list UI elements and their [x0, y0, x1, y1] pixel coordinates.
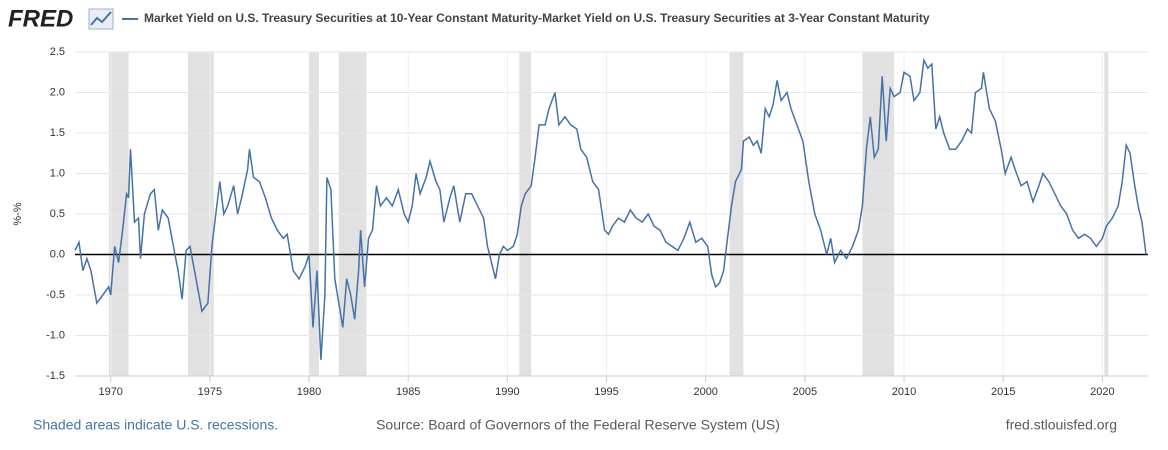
- x-tick-label: 1995: [594, 386, 618, 398]
- x-tick-label: 1985: [396, 386, 420, 398]
- footer-url: fred.stlouisfed.org: [1006, 417, 1117, 433]
- x-tick-label: 2005: [793, 386, 817, 398]
- x-tick-label: 2000: [693, 386, 717, 398]
- y-tick-label: -0.5: [46, 289, 65, 301]
- x-tick-label: 1980: [297, 386, 321, 398]
- y-tick-label: 1.0: [50, 167, 65, 179]
- y-tick-label: 0.0: [50, 248, 65, 260]
- legend-label: Market Yield on U.S. Treasury Securities…: [144, 11, 930, 25]
- y-axis-label: %-%: [12, 202, 24, 225]
- x-tick-label: 2015: [991, 386, 1015, 398]
- footer-note: Shaded areas indicate U.S. recessions.: [33, 417, 278, 433]
- y-tick-label: 2.0: [50, 86, 65, 98]
- logo-icon-line: [90, 11, 112, 26]
- footer-source: Source: Board of Governors of the Federa…: [376, 417, 780, 433]
- y-tick-label: 0.5: [50, 208, 65, 220]
- x-tick-label: 2010: [892, 386, 916, 398]
- y-tick-label: -1.0: [46, 329, 65, 341]
- y-tick-label: -1.5: [46, 370, 65, 382]
- series-line: [74, 57, 1147, 360]
- fred-logo: FRED: [8, 5, 114, 32]
- x-tick-label: 1975: [198, 386, 222, 398]
- y-tick-label: 1.5: [50, 127, 65, 139]
- x-tick-label: 2020: [1090, 386, 1114, 398]
- x-tick-label: 1970: [98, 386, 122, 398]
- logo-icon: [88, 8, 114, 30]
- y-tick-label: 2.5: [50, 46, 65, 58]
- logo-text: FRED: [8, 5, 73, 32]
- x-tick-label: 1990: [495, 386, 519, 398]
